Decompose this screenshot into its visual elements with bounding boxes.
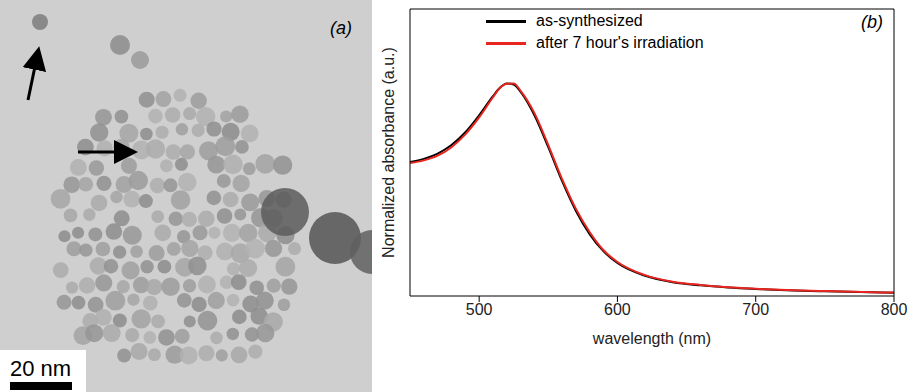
html-text:as-synthesized: as-synthesized <box>536 12 643 29</box>
svg-text:20 nm: 20 nm <box>10 356 71 381</box>
svg-text:wavelength (nm): wavelength (nm) <box>592 330 711 347</box>
svg-text:800: 800 <box>881 301 908 318</box>
svg-text:500: 500 <box>466 301 493 318</box>
html-text:(b): (b) <box>861 12 883 32</box>
svg-text:Normalized absorbance (a.u.): Normalized absorbance (a.u.) <box>380 47 397 258</box>
svg-text:600: 600 <box>604 301 631 318</box>
svg-text:700: 700 <box>742 301 769 318</box>
html-text:after 7 hour's irradiation: after 7 hour's irradiation <box>536 34 704 51</box>
svg-text:(a): (a) <box>330 18 352 38</box>
